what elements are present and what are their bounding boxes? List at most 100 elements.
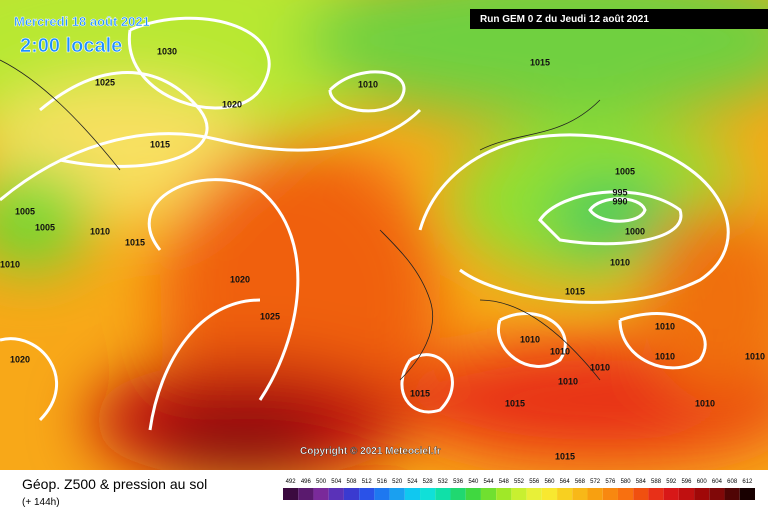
- isobar-label: 1015: [150, 139, 170, 149]
- isobar-label: 1030: [157, 46, 177, 56]
- scale-swatch: [298, 488, 314, 500]
- scale-label: 516: [377, 479, 388, 485]
- valid-time: 2:00 locale: [20, 35, 122, 57]
- isobar-label: 1020: [10, 354, 30, 364]
- isobar-label: 1020: [222, 99, 242, 109]
- scale-label: 600: [697, 479, 708, 485]
- scale-swatch: [617, 488, 634, 500]
- coastlines: [0, 59, 601, 381]
- isobar-label: 1010: [0, 259, 20, 269]
- isobar-label: 1010: [558, 376, 578, 386]
- isobar-label: 1025: [95, 77, 115, 87]
- color-scale: 492 496 500 504 508 512 516 520 524 528 532 536 540 5…: [283, 479, 755, 500]
- isobar-label: 1015: [125, 237, 145, 247]
- scale-swatch: [359, 488, 375, 500]
- scale-label: 524: [407, 479, 418, 485]
- scale-swatch: [694, 488, 710, 500]
- scale-swatch: [450, 488, 466, 500]
- isobar-label: 1015: [410, 388, 430, 398]
- scale-label: 560: [544, 479, 555, 485]
- scale-label: 544: [484, 479, 495, 485]
- scale-label: 528: [423, 479, 434, 485]
- isobar-label: 1005: [35, 222, 55, 232]
- scale-label: 548: [499, 479, 510, 485]
- scale-swatch: [313, 488, 329, 500]
- isobar-label: 1005: [15, 206, 35, 216]
- scale-swatch: [465, 488, 481, 500]
- scale-label: 608: [727, 479, 738, 485]
- scale-label: 532: [438, 479, 449, 485]
- map-field: [0, 0, 768, 470]
- scale-label: 512: [362, 479, 373, 485]
- footer-title: Géop. Z500 & pression au sol: [22, 476, 207, 492]
- scale-swatch: [724, 488, 740, 500]
- footer-lead: (+ 144h): [22, 497, 60, 508]
- scale-label: 536: [453, 479, 464, 485]
- isobar-label: 1010: [655, 321, 675, 331]
- scale-label: 496: [301, 479, 312, 485]
- scale-label: 576: [605, 479, 616, 485]
- isobar-label: 1025: [260, 311, 280, 321]
- scale-swatch: [480, 488, 497, 500]
- isobar-label: 1010: [610, 257, 630, 267]
- valid-date: Mercredi 18 août 2021: [14, 14, 150, 29]
- scale-label: 604: [712, 479, 723, 485]
- scale-label: 552: [514, 479, 525, 485]
- scale-swatch: [435, 488, 451, 500]
- isobars: [0, 16, 730, 431]
- scale-swatch: [602, 488, 618, 500]
- scale-swatch: [663, 488, 679, 500]
- isobar-label: 1010: [90, 226, 110, 236]
- scale-swatch: [283, 488, 299, 500]
- scale-swatch: [572, 488, 588, 500]
- isobar-label: 1010: [520, 334, 540, 344]
- isobar-label: 1020: [230, 274, 250, 284]
- isobar-label: 995: [612, 187, 627, 197]
- isobar-label: 990: [612, 196, 627, 206]
- scale-label: 504: [331, 479, 342, 485]
- isobar-label: 1010: [695, 398, 715, 408]
- scale-label: 492: [286, 479, 297, 485]
- scale-swatch: [328, 488, 344, 500]
- scale-label: 568: [575, 479, 586, 485]
- scale-label: 564: [560, 479, 571, 485]
- isobar-label: 1015: [565, 286, 585, 296]
- scale-swatch: [389, 488, 405, 500]
- scale-swatch: [420, 488, 436, 500]
- isobar-label: 1010: [745, 351, 765, 361]
- scale-label: 572: [590, 479, 601, 485]
- isobar-label: 1015: [530, 57, 550, 67]
- isobar-label: 1000: [625, 226, 645, 236]
- scale-swatch: [374, 488, 390, 500]
- isobar-label: 1010: [358, 79, 378, 89]
- run-info: Run GEM 0 Z du Jeudi 12 août 2021: [480, 14, 649, 25]
- scale-swatch: [678, 488, 695, 500]
- scale-swatch: [557, 488, 573, 500]
- scale-label: 580: [621, 479, 632, 485]
- scale-label: 596: [681, 479, 692, 485]
- scale-swatch: [343, 488, 360, 500]
- scale-swatch: [541, 488, 558, 500]
- isobar-label: 1010: [550, 346, 570, 356]
- scale-swatch: [404, 488, 421, 500]
- scale-swatch: [496, 488, 512, 500]
- scale-swatch: [511, 488, 527, 500]
- scale-swatch: [709, 488, 725, 500]
- scale-swatch: [739, 488, 755, 500]
- copyright: Copyright © 2021 Meteociel.fr: [300, 446, 441, 457]
- isobar-label: 1010: [655, 351, 675, 361]
- scale-label: 520: [392, 479, 403, 485]
- run-box: [470, 9, 768, 29]
- scale-label: 540: [468, 479, 479, 485]
- isobar-label: 1010: [590, 362, 610, 372]
- scale-label: 588: [651, 479, 662, 485]
- scale-label: 508: [347, 479, 358, 485]
- isobar-label: 1015: [555, 451, 575, 461]
- scale-swatch: [633, 488, 649, 500]
- scale-label: 612: [742, 479, 753, 485]
- scale-label: 500: [316, 479, 327, 485]
- scale-label: 592: [666, 479, 677, 485]
- scale-swatch: [587, 488, 603, 500]
